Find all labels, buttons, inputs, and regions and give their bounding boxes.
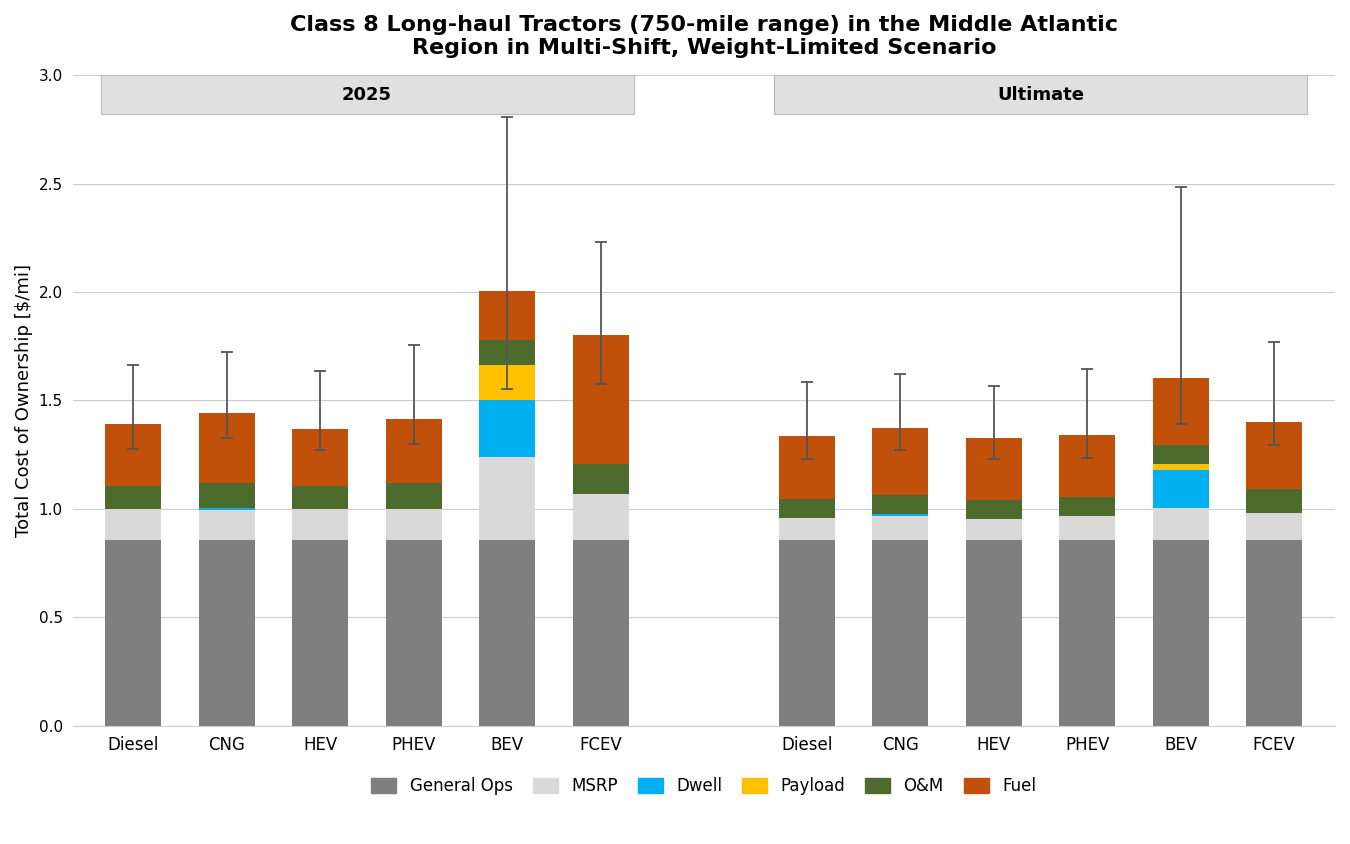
Bar: [105, 540, 162, 726]
Bar: [965, 540, 1022, 726]
Bar: [1246, 540, 1303, 726]
Bar: [572, 464, 629, 494]
Bar: [386, 483, 441, 509]
Legend: General Ops, MSRP, Dwell, Payload, O&M, Fuel: General Ops, MSRP, Dwell, Payload, O&M, …: [364, 771, 1042, 802]
Y-axis label: Total Cost of Ownership [$/mi]: Total Cost of Ownership [$/mi]: [15, 264, 32, 537]
Bar: [293, 509, 348, 540]
Bar: [779, 517, 834, 540]
Bar: [1153, 445, 1208, 464]
Bar: [572, 540, 629, 726]
Bar: [779, 540, 834, 726]
Bar: [1153, 470, 1208, 508]
Bar: [1060, 436, 1115, 497]
Bar: [198, 483, 255, 508]
Bar: [872, 517, 929, 540]
Bar: [779, 436, 834, 499]
Bar: [386, 509, 441, 540]
Bar: [479, 540, 536, 726]
Text: 2025: 2025: [342, 85, 392, 104]
Bar: [872, 428, 929, 495]
Bar: [1153, 464, 1208, 470]
FancyBboxPatch shape: [101, 75, 633, 114]
Bar: [572, 335, 629, 464]
Bar: [1153, 540, 1208, 726]
Bar: [872, 540, 929, 726]
Bar: [105, 509, 162, 540]
Bar: [386, 540, 441, 726]
Bar: [198, 414, 255, 483]
Bar: [1246, 422, 1303, 490]
Bar: [1153, 377, 1208, 445]
Bar: [198, 508, 255, 510]
Text: Ultimate: Ultimate: [996, 85, 1084, 104]
Bar: [293, 486, 348, 509]
Bar: [779, 499, 834, 517]
Bar: [198, 510, 255, 540]
Bar: [1246, 513, 1303, 540]
Bar: [965, 500, 1022, 519]
Bar: [105, 425, 162, 486]
Title: Class 8 Long-haul Tractors (750-mile range) in the Middle Atlantic
Region in Mul: Class 8 Long-haul Tractors (750-mile ran…: [290, 15, 1118, 58]
Bar: [198, 540, 255, 726]
Bar: [965, 519, 1022, 540]
Bar: [386, 419, 441, 483]
Bar: [479, 365, 536, 400]
Bar: [293, 540, 348, 726]
FancyBboxPatch shape: [774, 75, 1307, 114]
Bar: [1153, 508, 1208, 540]
Bar: [1246, 490, 1303, 513]
Bar: [105, 486, 162, 509]
Bar: [479, 457, 536, 540]
Bar: [479, 339, 536, 365]
Bar: [1060, 540, 1115, 726]
Bar: [572, 494, 629, 540]
Bar: [872, 514, 929, 517]
Bar: [479, 291, 536, 339]
Bar: [293, 429, 348, 486]
Bar: [1060, 497, 1115, 517]
Bar: [479, 400, 536, 457]
Bar: [965, 438, 1022, 500]
Bar: [872, 495, 929, 514]
Bar: [1060, 517, 1115, 540]
